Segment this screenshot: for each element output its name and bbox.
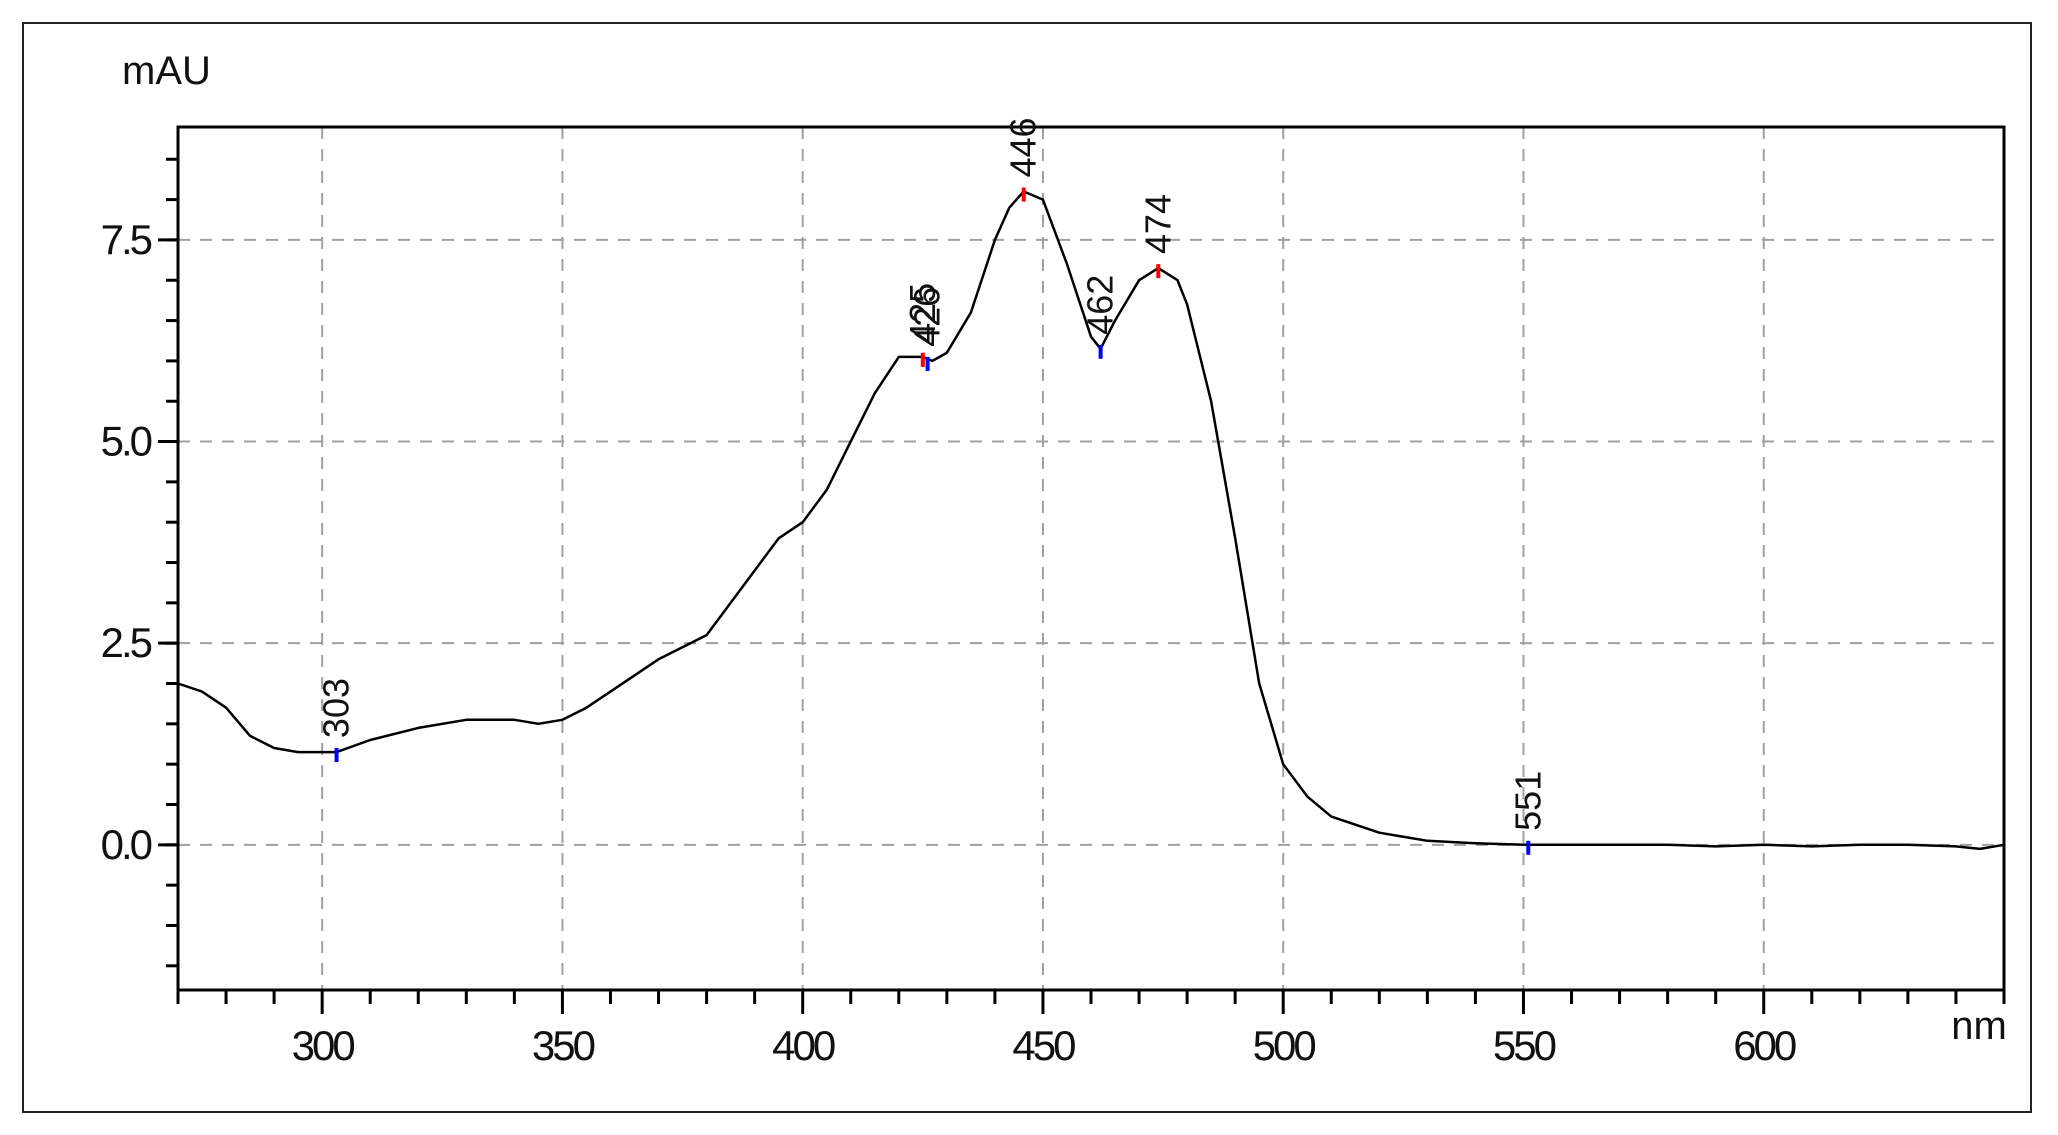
peak-label: 426 <box>907 287 948 347</box>
series <box>177 190 2005 851</box>
spectrum-line <box>177 190 2005 851</box>
y-tick-label: 7.5 <box>101 216 152 263</box>
y-tick-label: 0.0 <box>101 821 152 868</box>
peak-label: 462 <box>1080 275 1121 335</box>
axes: 300 350 400 450 500 550 600 0.0 2.5 5.0 7.5 <box>101 125 2006 1069</box>
peak-label: 446 <box>1003 117 1044 177</box>
y-tick-label: 2.5 <box>101 619 152 666</box>
x-tick-label: 600 <box>1733 1022 1796 1069</box>
x-tick-label: 300 <box>292 1022 355 1069</box>
spectrum-chart: 300 350 400 450 500 550 600 0.0 2.5 5.0 7.5 303 425… <box>101 49 2007 1069</box>
x-tick-label: 450 <box>1012 1022 1075 1069</box>
plot-border <box>176 125 2006 992</box>
x-tick-label: 350 <box>532 1022 595 1069</box>
x-axis-label: nm <box>1951 1004 2007 1048</box>
y-axis-label: mAU <box>122 49 211 93</box>
x-tick-label: 400 <box>772 1022 835 1069</box>
peak-label: 425 <box>902 283 943 343</box>
y-tick-label: 5.0 <box>101 418 152 465</box>
peak-label: 303 <box>316 678 357 738</box>
chart-frame: 300 350 400 450 500 550 600 0.0 2.5 5.0 7.5 303 425… <box>22 22 2032 1113</box>
grid <box>178 127 2004 990</box>
x-tick-label: 500 <box>1253 1022 1316 1069</box>
x-tick-label: 550 <box>1493 1022 1556 1069</box>
peak-label: 474 <box>1137 194 1178 254</box>
peak-label: 551 <box>1507 771 1548 831</box>
